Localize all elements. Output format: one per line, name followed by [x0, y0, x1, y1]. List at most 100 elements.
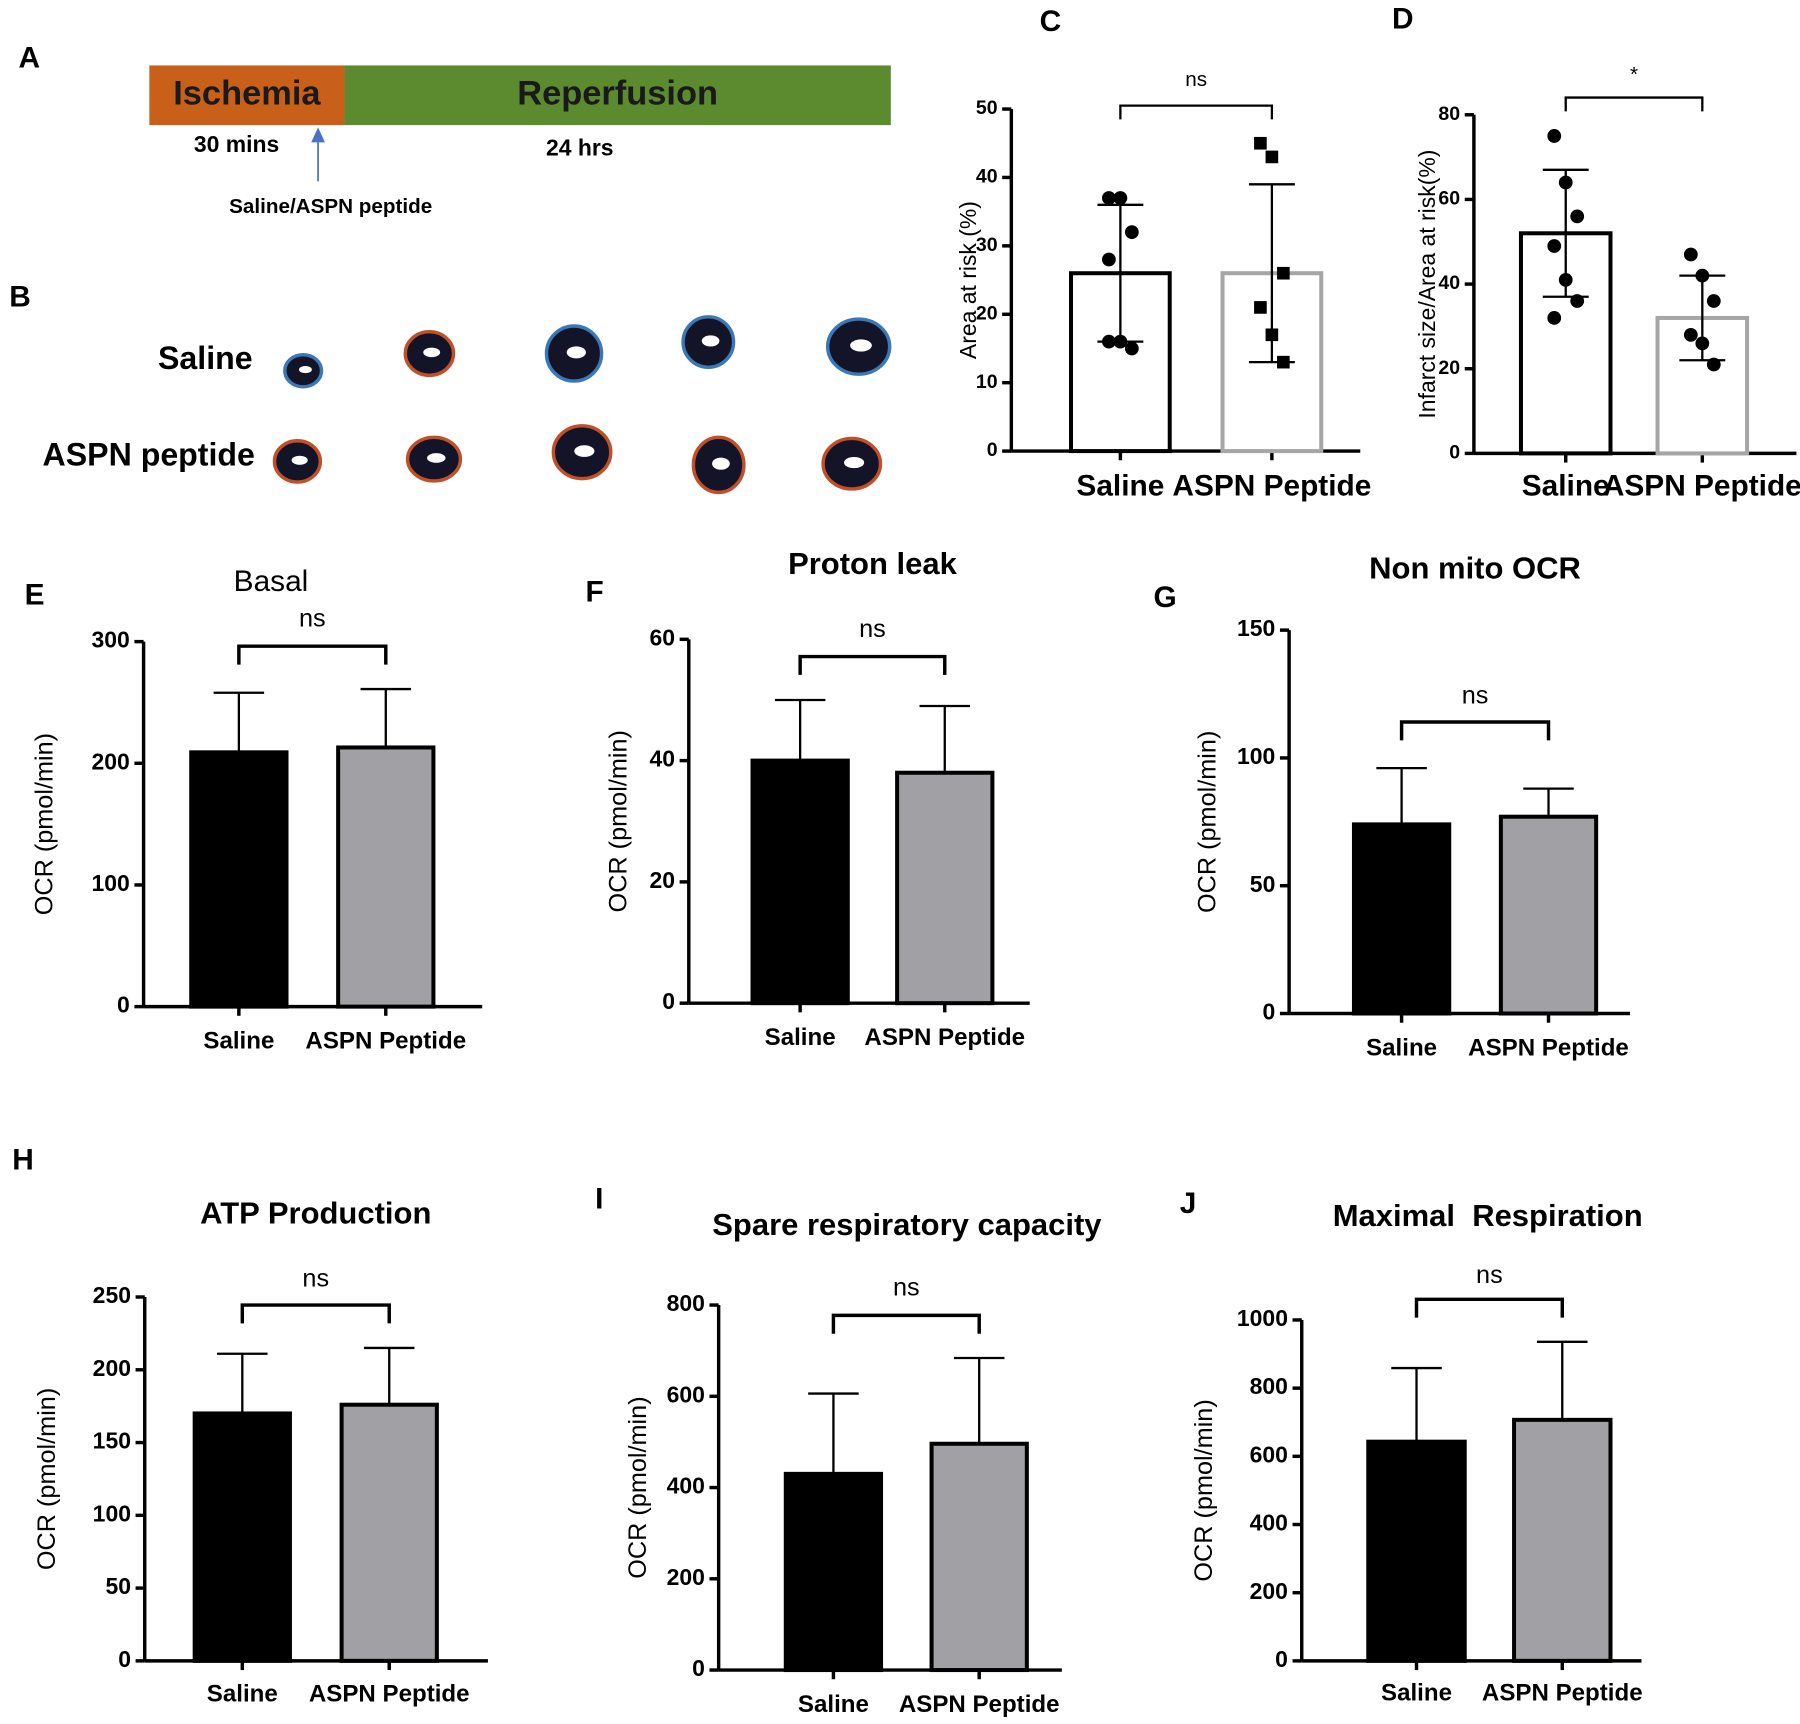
error-bar — [360, 687, 412, 748]
y-tick-label: 0 — [692, 1655, 705, 1681]
y-axis-label: OCR (pmol/min) — [1190, 1399, 1218, 1581]
x-tick-label: Saline — [207, 1681, 278, 1708]
y-tick-label: 40 — [1438, 272, 1460, 294]
reperfusion-block — [344, 65, 891, 126]
ventricle — [423, 347, 441, 358]
y-tick-label: 30 — [976, 234, 998, 256]
significance-label: ns — [1462, 681, 1489, 709]
y-tick-label: 400 — [667, 1473, 705, 1499]
y-tick-label: 100 — [1237, 743, 1275, 769]
error-bar — [1391, 1366, 1442, 1442]
y-tick-label: 0 — [1449, 442, 1460, 464]
error-bar — [953, 1356, 1005, 1444]
ventricle — [701, 335, 720, 347]
bar — [1512, 1417, 1613, 1663]
data-point — [1265, 150, 1279, 164]
y-tick-label: 60 — [650, 624, 676, 650]
y-axis-label: Area at risk (%) — [955, 201, 981, 359]
significance-bracket — [1564, 96, 1704, 112]
error-bar — [919, 704, 971, 773]
data-point — [1570, 294, 1585, 308]
panel-letter: H — [12, 1143, 34, 1176]
ventricle — [566, 346, 586, 359]
y-tick-label: 600 — [667, 1381, 705, 1407]
x-tick-label: Saline — [765, 1024, 836, 1051]
significance-label: ns — [299, 604, 326, 632]
data-point — [1547, 311, 1562, 325]
data-point — [1113, 334, 1128, 349]
data-point — [1547, 239, 1562, 253]
panel-letter: J — [1180, 1187, 1197, 1220]
x-tick-label: Saline — [203, 1028, 274, 1055]
significance-bracket — [1414, 1297, 1565, 1318]
x-tick-label: Saline — [798, 1691, 869, 1718]
y-tick-label: 50 — [105, 1573, 131, 1599]
data-point — [1102, 334, 1116, 349]
bar — [189, 750, 289, 1009]
significance-bracket — [798, 654, 947, 675]
panel-letter: C — [1040, 5, 1062, 38]
y-tick-label: 150 — [1237, 615, 1275, 641]
y-axis-label: OCR (pmol/min) — [31, 733, 59, 915]
data-point — [1706, 294, 1721, 308]
duration-label: 30 mins — [194, 131, 279, 157]
ventricle — [291, 455, 308, 465]
x-tick-label: Saline — [1076, 470, 1164, 503]
panel-letter: A — [18, 42, 40, 75]
y-tick-label: 20 — [650, 867, 676, 893]
x-tick-label: ASPN Peptide — [1468, 1034, 1629, 1061]
data-point — [1124, 341, 1139, 356]
panel-letter: E — [25, 579, 45, 612]
y-axis-label: OCR (pmol/min) — [1193, 731, 1221, 913]
y-tick-label: 60 — [1438, 188, 1460, 210]
significance-bracket — [831, 1313, 981, 1334]
y-tick-label: 0 — [987, 439, 998, 461]
data-point — [1102, 252, 1116, 267]
x-tick-label: ASPN Peptide — [864, 1024, 1025, 1051]
ventricle — [427, 453, 446, 463]
error-bar — [217, 1352, 268, 1414]
y-tick-label: 10 — [976, 371, 998, 393]
data-point — [1547, 129, 1562, 143]
y-tick-label: 100 — [92, 870, 130, 896]
y-tick-label: 0 — [1263, 999, 1276, 1025]
error-bar — [1523, 787, 1574, 817]
y-tick-label: 0 — [662, 988, 675, 1014]
x-tick-label: ASPN Peptide — [1172, 470, 1371, 503]
y-tick-label: 0 — [1275, 1646, 1288, 1672]
y-tick-label: 0 — [118, 1646, 131, 1672]
ventricle — [712, 457, 730, 470]
data-point — [1558, 272, 1573, 287]
data-point — [1706, 357, 1721, 372]
ventricle — [850, 339, 872, 352]
row-label: ASPN peptide — [43, 436, 255, 472]
significance-label: ns — [859, 615, 886, 643]
significance-bracket — [240, 1303, 391, 1324]
phase-label: Ischemia — [173, 74, 321, 112]
significance-label: ns — [302, 1264, 329, 1292]
bar — [1366, 1439, 1467, 1663]
y-tick-label: 200 — [93, 1355, 131, 1381]
bar — [1351, 822, 1452, 1016]
data-point — [1570, 209, 1585, 224]
y-tick-label: 100 — [93, 1500, 131, 1526]
data-point — [1695, 336, 1710, 351]
bar — [336, 745, 436, 1009]
ventricle — [844, 457, 865, 469]
bar — [783, 1471, 884, 1673]
panel-letter: D — [1392, 3, 1414, 36]
significance-bracket — [1399, 720, 1551, 741]
x-tick-label: Saline — [1381, 1680, 1452, 1707]
heart-sections — [272, 315, 892, 495]
panel-letter: G — [1154, 581, 1177, 614]
arrow-head — [311, 127, 325, 143]
y-tick-label: 400 — [1250, 1510, 1288, 1536]
chart-title: ATP Production — [200, 1196, 431, 1231]
panel-letter: B — [9, 280, 31, 313]
duration-label: 24 hrs — [546, 134, 614, 160]
y-tick-label: 0 — [117, 992, 130, 1018]
bar — [1498, 814, 1599, 1016]
data-point — [1265, 328, 1279, 342]
